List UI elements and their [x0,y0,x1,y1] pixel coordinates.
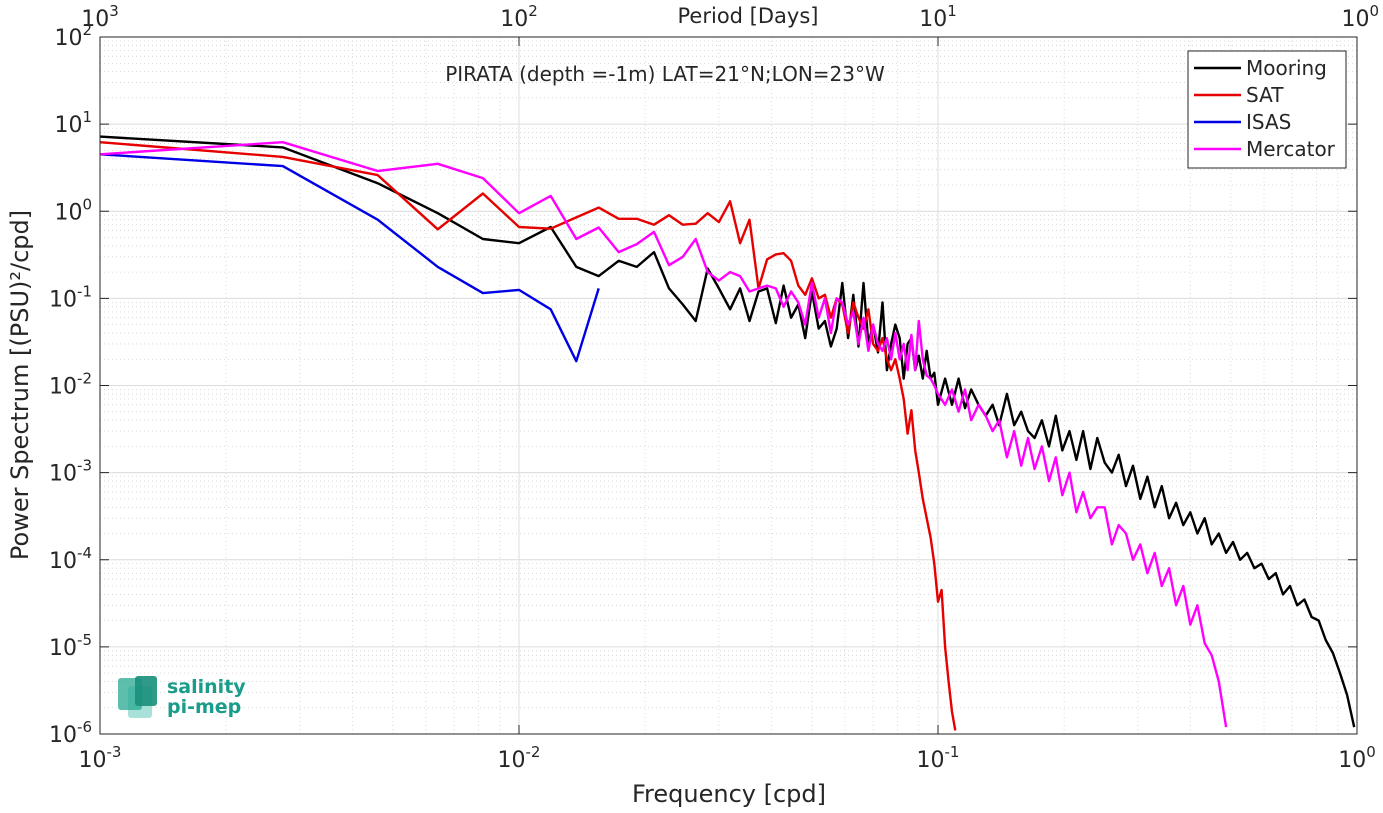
y-tick-label-exponent: -2 [77,370,92,388]
legend: Mooring SAT ISAS Mercator [1187,50,1347,169]
chart-title: PIRATA (depth =-1m) LAT=21°N;LON=23°W [445,62,885,86]
series-line-sat [99,141,957,731]
x-tick-label-base: 10 [498,748,526,773]
top-tick-label-exponent: 0 [1369,2,1379,20]
y-tick-label: 100 [54,195,92,225]
y-tick-label-exponent: -6 [77,718,92,736]
y-tick-label-base: 10 [49,549,77,574]
y-tick-label-exponent: 0 [82,195,92,213]
y-tick-label-exponent: -4 [77,544,92,562]
x-tick-label-base: 10 [1338,748,1366,773]
top-tick-label-exponent: 1 [947,2,957,20]
y-tick-label-base: 10 [54,113,82,138]
y-tick-label-exponent: 1 [82,108,92,126]
y-tick-label: 102 [54,21,92,51]
y-tick-label-base: 10 [49,287,77,312]
top-axis-label: Period [Days] [678,4,819,28]
y-tick-label-exponent: -1 [77,282,92,300]
top-tick-label-base: 10 [81,7,109,32]
series-lines [99,135,1356,731]
x-tick-label-exponent: 0 [1366,743,1376,761]
y-tick-label: 101 [54,108,92,138]
y-tick-label: 10-2 [49,370,92,400]
y-tick-label-base: 10 [49,462,77,487]
top-tick-label: 103 [81,2,119,32]
y-tick-label-exponent: -5 [77,631,92,649]
salinity-pi-mep-logo: salinity pi-mep [118,676,246,718]
legend-items: Mooring SAT ISAS Mercator [1194,56,1336,161]
series-line-mooring [99,135,1356,728]
legend-label-mooring: Mooring [1246,56,1327,80]
series-line-isas [99,153,600,363]
x-tick-label: 10-3 [79,743,122,773]
y-tick-label-base: 10 [54,26,82,51]
top-tick-label: 101 [919,2,957,32]
x-tick-label: 10-2 [498,743,541,773]
x-tick-label-exponent: -1 [945,743,960,761]
y-tick-label: 10-1 [49,282,92,312]
y-tick-label-base: 10 [54,200,82,225]
top-tick-label: 102 [500,2,538,32]
top-tick-label-base: 10 [919,7,947,32]
series-line-mercator [99,140,1228,728]
x-tick-label-base: 10 [79,748,107,773]
logo-text-line2: pi-mep [167,696,241,718]
y-axis-label: Power Spectrum [(PSU)²/cpd] [6,210,34,560]
x-tick-label: 10-1 [917,743,960,773]
y-tick-label-exponent: -3 [77,457,92,475]
logo-mark-front [135,676,157,706]
x-tick-label-exponent: -3 [107,743,122,761]
legend-label-mercator: Mercator [1246,137,1336,161]
y-tick-label: 10-5 [49,631,92,661]
y-tick-label: 10-3 [49,457,92,487]
y-tick-label: 10-6 [49,718,92,748]
top-tick-label-exponent: 3 [109,2,119,20]
y-tick-label-exponent: 2 [82,21,92,39]
y-tick-label-base: 10 [49,723,77,748]
x-tick-label-base: 10 [917,748,945,773]
top-tick-label-base: 10 [1341,7,1369,32]
logo-text-line1: salinity [167,676,246,698]
y-tick-label-base: 10 [49,636,77,661]
top-tick-label-exponent: 2 [528,2,538,20]
x-tick-label-exponent: -2 [526,743,541,761]
x-tick-label: 100 [1338,743,1376,773]
y-tick-label-base: 10 [49,375,77,400]
top-tick-label-base: 10 [500,7,528,32]
x-axis-label: Frequency [cpd] [632,780,826,808]
y-tick-label: 10-4 [49,544,92,574]
top-tick-label: 100 [1341,2,1379,32]
legend-label-isas: ISAS [1246,110,1291,134]
legend-label-sat: SAT [1246,83,1284,107]
